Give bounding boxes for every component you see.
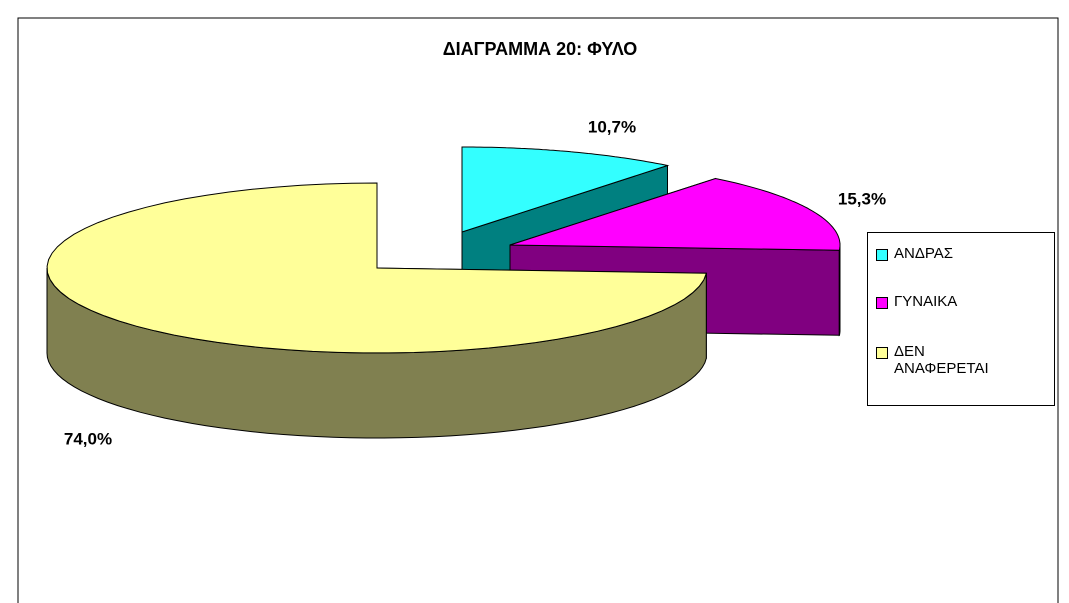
slice (46, 182, 708, 354)
data-label: 10,7% (588, 117, 636, 136)
data-label: 15,3% (838, 189, 886, 208)
legend-label: ΑΝΔΡΑΣ (894, 245, 954, 262)
legend-label: ΔΕΝ ΑΝΑΦΕΡΕΤΑΙ (894, 343, 989, 377)
legend-item: ΑΝΔΡΑΣ (876, 245, 1046, 262)
chart-title: ΔΙΑΓΡΑΜΜΑ 20: ΦΥΛΟ (443, 39, 638, 59)
legend-item: ΓΥΝΑΙΚΑ (876, 293, 1046, 310)
legend: ΑΝΔΡΑΣ ΓΥΝΑΙΚΑ ΔΕΝ ΑΝΑΦΕΡΕΤΑΙ (867, 232, 1055, 406)
data-label: 74,0% (64, 429, 112, 448)
legend-item: ΔΕΝ ΑΝΑΦΕΡΕΤΑΙ (876, 343, 1046, 377)
legend-label: ΓΥΝΑΙΚΑ (894, 293, 958, 310)
slice-side (838, 245, 841, 337)
legend-swatch (876, 347, 888, 359)
legend-swatch (876, 297, 888, 309)
legend-swatch (876, 249, 888, 261)
slice (509, 177, 841, 251)
slice (461, 146, 670, 233)
